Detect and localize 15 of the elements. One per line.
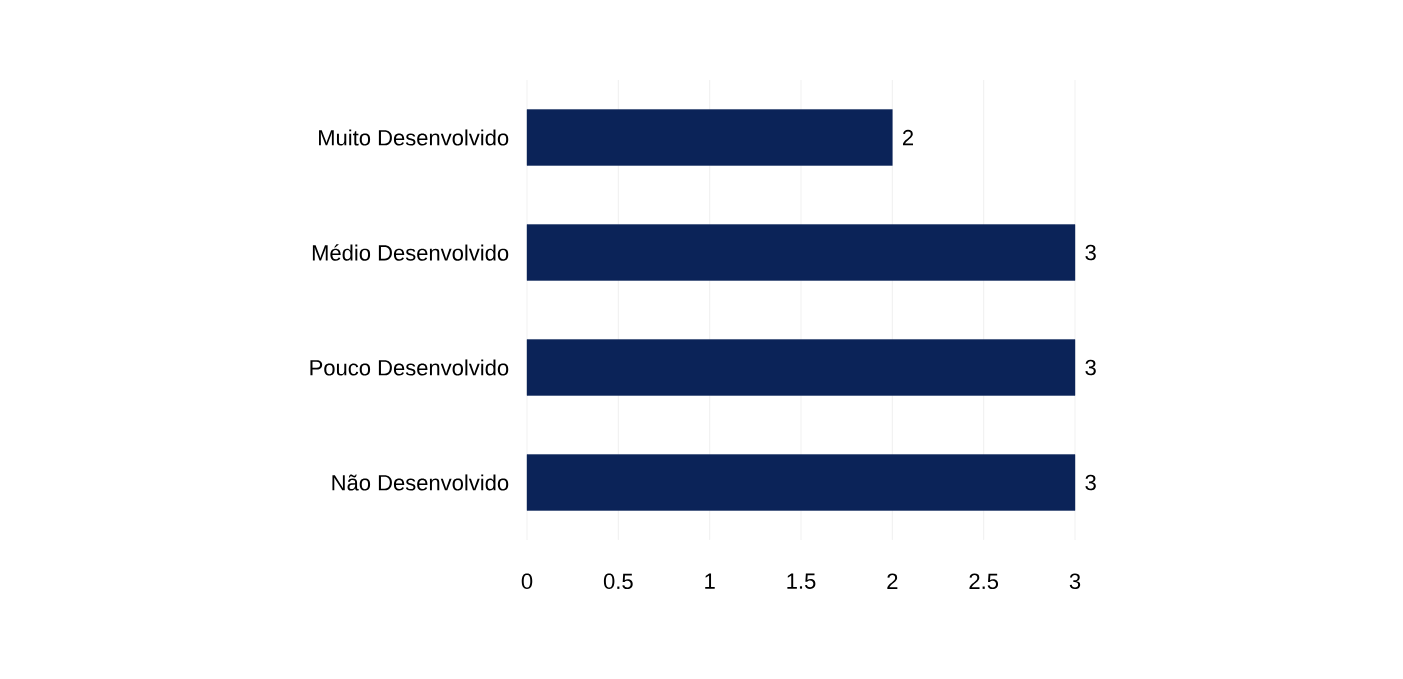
x-tick-label: 2	[887, 573, 898, 589]
x-tick-label: 1.5	[787, 573, 816, 589]
x-tick-label: 0	[521, 573, 533, 590]
y-tick-label: Não Desenvolvido	[332, 474, 509, 491]
x-tick-label: 3	[1069, 573, 1081, 590]
y-tick-label: Médio Desenvolvido	[312, 244, 509, 261]
data-label: 3	[1085, 359, 1096, 376]
x-tick-label: 0.5	[603, 573, 633, 590]
data-label: 3	[1085, 244, 1096, 261]
data-label: 3	[1085, 474, 1096, 491]
data-label: 2	[902, 129, 914, 146]
x-tick-label: 2.5	[969, 573, 999, 590]
y-tick-label: Pouco Desenvolvido	[310, 359, 509, 376]
y-tick-label: Muito Desenvolvido	[319, 129, 509, 146]
x-tick-label: 1	[705, 573, 715, 589]
